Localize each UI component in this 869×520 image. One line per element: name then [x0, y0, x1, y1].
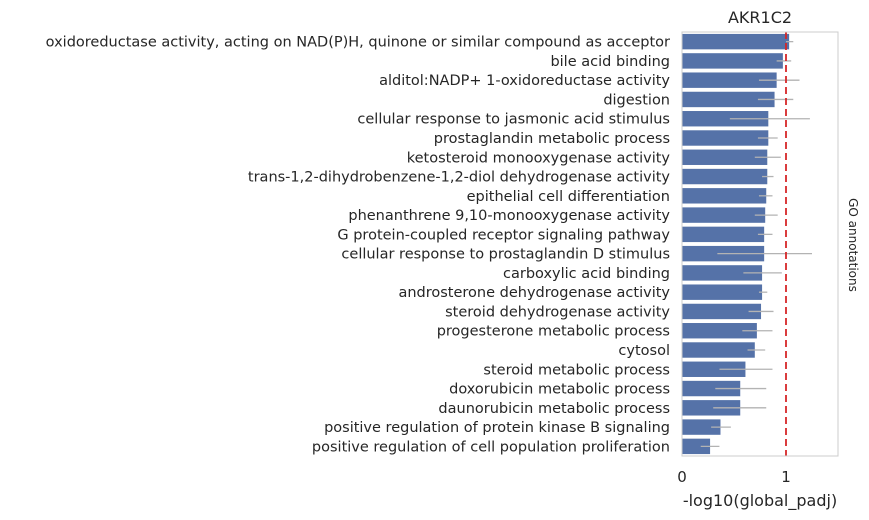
category-label: bile acid binding	[550, 54, 670, 70]
bar	[682, 130, 769, 146]
bars-layer	[682, 33, 790, 455]
bar	[682, 438, 711, 455]
bar	[682, 380, 741, 397]
category-label: androsterone dehydrogenase activity	[398, 285, 670, 301]
category-label: ketosteroid monooxygenase activity	[407, 150, 671, 166]
category-label: steroid metabolic process	[483, 362, 670, 378]
category-label: epithelial cell differentiation	[467, 189, 670, 205]
category-label: cellular response to prostaglandin D sti…	[341, 247, 670, 263]
bar	[682, 91, 775, 108]
side-label: GO annotations	[846, 198, 860, 292]
bar	[682, 342, 755, 358]
bar	[682, 72, 777, 88]
category-label: G protein-coupled receptor signaling pat…	[337, 227, 670, 243]
x-tick-label: 1	[781, 468, 791, 486]
bar	[682, 400, 741, 416]
bar	[682, 207, 766, 223]
error-bars-layer	[700, 40, 812, 448]
category-label: trans-1,2-dihydrobenzene-1,2-diol dehydr…	[248, 170, 671, 186]
bar	[682, 53, 783, 69]
bar	[682, 111, 769, 127]
bar	[682, 419, 721, 435]
bar	[682, 284, 763, 300]
category-label: progesterone metabolic process	[437, 324, 670, 340]
category-label: carboxylic acid binding	[503, 266, 670, 282]
category-label: cellular response to jasmonic acid stimu…	[357, 112, 670, 128]
category-label: steroid dehydrogenase activity	[445, 304, 670, 320]
category-label: phenanthrene 9,10-monooxygenase activity	[348, 208, 670, 224]
category-labels: oxidoreductase activity, acting on NAD(P…	[46, 35, 671, 456]
bar	[682, 265, 763, 281]
x-axis-title: -log10(global_padj)	[683, 491, 837, 511]
bar	[682, 361, 746, 377]
category-label: doxorubicin metabolic process	[449, 382, 670, 398]
category-label: alditol:NADP+ 1-oxidoreductase activity	[379, 73, 670, 89]
category-label: positive regulation of protein kinase B …	[324, 420, 670, 436]
bar	[682, 188, 767, 204]
category-label: positive regulation of cell population p…	[312, 439, 670, 455]
x-tick-label: 0	[677, 468, 687, 486]
category-label: cytosol	[618, 343, 670, 359]
bar	[682, 33, 790, 50]
category-label: oxidoreductase activity, acting on NAD(P…	[46, 35, 670, 51]
bar	[682, 149, 768, 165]
bar	[682, 323, 757, 339]
category-label: prostaglandin metabolic process	[434, 131, 670, 147]
category-label: daunorubicin metabolic process	[438, 401, 670, 417]
chart-title: AKR1C2	[728, 8, 792, 27]
plot-frame	[681, 31, 839, 457]
bar	[682, 226, 765, 243]
bar	[682, 168, 768, 185]
category-label: digestion	[603, 92, 670, 108]
bar	[682, 303, 762, 320]
